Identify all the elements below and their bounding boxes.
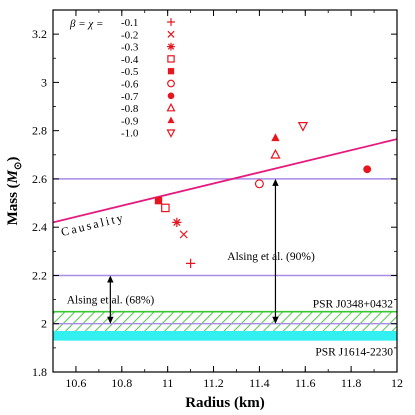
data-point-1	[179, 230, 188, 239]
data-point-0	[186, 258, 196, 268]
x-tick-label: 11.4	[249, 376, 270, 390]
legend-marker-9	[166, 129, 176, 138]
legend-label-5: -0.6	[121, 79, 139, 91]
x-tick-label: 11.2	[203, 376, 224, 390]
alsing-arrowhead-top-1	[107, 275, 114, 283]
legend-label-7: -0.8	[121, 103, 139, 115]
x-axis-title: Radius (km)	[185, 395, 265, 411]
alsing-arrowhead-bottom-1	[107, 316, 114, 324]
legend-label-2: -0.3	[121, 42, 139, 54]
y-tick-label: 2.2	[32, 268, 47, 282]
legend-marker-3	[167, 55, 175, 63]
band-j1614-label: PSR J1614-2230	[315, 347, 393, 359]
band-j0348	[53, 311, 397, 331]
x-tick-label: 11.6	[295, 376, 316, 390]
causality-line	[53, 138, 397, 224]
legend-title: β = χ =	[69, 18, 103, 30]
legend-label-3: -0.4	[121, 54, 139, 66]
causality-label: Causality	[60, 210, 127, 239]
legend-marker-8	[167, 116, 175, 124]
alsing-arrowhead-top-0	[272, 178, 279, 186]
data-point-3	[161, 203, 170, 213]
y-tick-label: 3.2	[32, 27, 47, 41]
y-tick-label: 2.8	[32, 124, 47, 138]
band-j0348-label: PSR J0348+0432	[313, 299, 394, 311]
legend-label-4: -0.5	[121, 66, 139, 78]
alsing-arrowhead-bottom-0	[272, 316, 279, 324]
data-point-5	[254, 179, 264, 189]
legend-label-1: -0.2	[121, 29, 138, 41]
legend-marker-6	[167, 92, 175, 100]
legend-label-6: -0.7	[121, 91, 139, 103]
legend-marker-0	[167, 18, 175, 26]
data-point-7	[270, 148, 281, 159]
data-point-4	[154, 196, 163, 205]
band-j1614	[53, 330, 397, 341]
data-point-9	[297, 122, 309, 132]
y-tick-label: 2.6	[32, 172, 47, 186]
legend-label-8: -0.9	[121, 115, 139, 127]
x-tick-label: 10.6	[65, 376, 86, 390]
legend-marker-1	[167, 30, 175, 38]
alsing-label-0: Alsing et al. (90%)	[227, 251, 315, 263]
y-tick-label: 2.4	[32, 220, 47, 234]
x-tick-label: 11.8	[341, 376, 362, 390]
x-tick-label: 10.8	[111, 376, 132, 390]
y-axis-title: Mass (M⊙)	[5, 157, 24, 226]
legend-label-9: -1.0	[121, 128, 139, 140]
legend-marker-7	[166, 102, 176, 112]
legend-label-0: -0.1	[121, 17, 138, 29]
legend-marker-2	[167, 42, 175, 51]
y-tick-label: 2	[41, 317, 47, 331]
y-tick-label: 1.8	[32, 365, 47, 379]
legend-marker-5	[167, 79, 175, 88]
alsing-label-1: Alsing et al. (68%)	[67, 295, 155, 307]
y-tick-label: 3	[41, 75, 47, 89]
data-point-8	[271, 133, 280, 142]
plot-frame	[52, 9, 398, 373]
x-tick-label: 12	[391, 376, 403, 390]
data-point-6	[363, 165, 372, 174]
legend-marker-4	[167, 68, 175, 75]
x-tick-label: 11	[162, 376, 174, 390]
data-point-2	[172, 217, 182, 227]
